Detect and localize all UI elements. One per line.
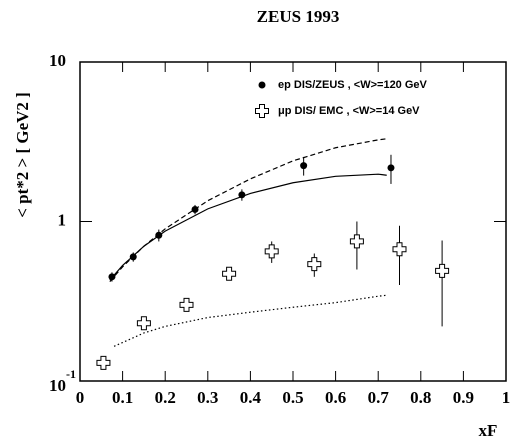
y-tick-label: 1 [58, 210, 67, 229]
x-tick-label: 0.2 [155, 388, 176, 407]
x-axis-label: xF [479, 421, 498, 440]
model-curve [109, 138, 387, 282]
data-point [264, 244, 279, 259]
x-tick-label: 0 [76, 388, 85, 407]
data-point [392, 242, 407, 257]
x-tick-label: 0.4 [240, 388, 262, 407]
x-tick-label: 0.1 [112, 388, 133, 407]
data-point [255, 104, 269, 118]
x-tick-label: 0.6 [325, 388, 346, 407]
legend-label: ep DIS/ZEUS , <W>=120 GeV [278, 79, 428, 91]
y-tick-exponent: -1 [66, 367, 76, 381]
x-tick-label: 0.3 [197, 388, 218, 407]
data-point [387, 164, 395, 172]
data-point [108, 273, 116, 281]
model-curve [109, 173, 387, 281]
x-tick-label: 1 [502, 388, 511, 407]
data-point [179, 297, 194, 312]
data-point [129, 253, 137, 261]
y-axis-label: < pt*2 > [ GeV2 ] [13, 92, 32, 218]
data-point [238, 191, 246, 199]
data-point [96, 355, 111, 370]
data-point [136, 316, 151, 331]
y-tick-label: 10 [49, 376, 66, 395]
chart-title: ZEUS 1993 [257, 7, 340, 26]
y-tick-label: 10 [49, 51, 66, 70]
data-point [435, 263, 450, 278]
data-point [300, 162, 308, 170]
data-point [258, 81, 266, 89]
x-tick-label: 0.7 [368, 388, 390, 407]
data-point [307, 257, 322, 272]
model-curve [113, 294, 387, 347]
x-tick-label: 0.5 [282, 388, 303, 407]
data-point [349, 234, 364, 249]
x-tick-label: 0.9 [453, 388, 474, 407]
legend-label: μp DIS/ EMC , <W>=14 GeV [278, 105, 420, 117]
data-point [191, 205, 199, 213]
data-point [222, 266, 237, 281]
x-tick-label: 0.8 [410, 388, 431, 407]
data-point [155, 231, 163, 239]
